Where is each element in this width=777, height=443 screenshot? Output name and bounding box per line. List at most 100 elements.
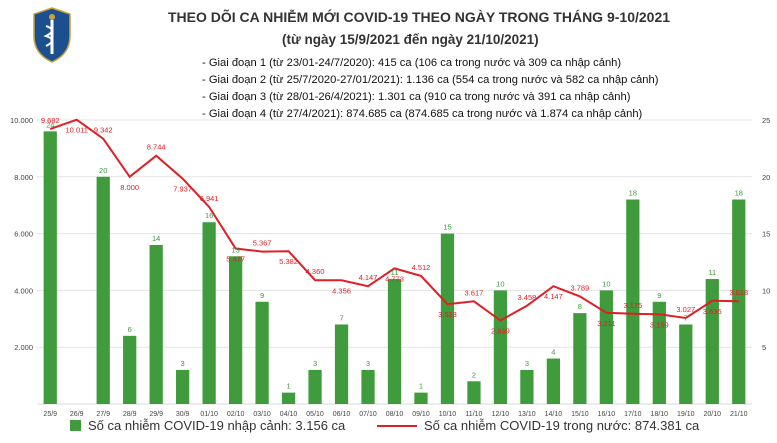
bar: [493, 290, 508, 404]
line-value-label: 5.367: [253, 239, 272, 248]
bar-value-label: 3: [366, 359, 370, 368]
x-tick-label: 13/10: [518, 411, 536, 418]
x-tick-label: 27/9: [96, 411, 110, 418]
bar-value-label: 16: [205, 211, 213, 220]
x-tick-label: 01/10: [200, 411, 218, 418]
x-tick-label: 18/10: [651, 411, 669, 418]
x-tick-label: 28/9: [123, 411, 137, 418]
bar: [705, 279, 719, 404]
line-value-label: 4.356: [332, 286, 351, 295]
line-value-label: 3.618: [729, 288, 748, 297]
x-tick-label: 06/10: [333, 411, 351, 418]
x-tick-label: 19/10: [677, 411, 695, 418]
bar: [43, 131, 57, 405]
line-value-label: 6.941: [200, 194, 219, 203]
y-right-tick-label: 15: [762, 230, 770, 239]
bar-value-label: 2: [472, 370, 476, 379]
ministry-of-health-logo: [33, 7, 71, 63]
line-value-label: 3.159: [650, 320, 669, 329]
bar-value-label: 24: [46, 120, 54, 129]
bar: [467, 381, 481, 404]
legend-line-entry: Số ca nhiễm COVID-19 trong nước: 874.381…: [377, 418, 699, 433]
line-value-label: 4.512: [412, 263, 431, 272]
x-tick-label: 29/9: [149, 411, 163, 418]
bar-value-label: 7: [684, 313, 688, 322]
stage-summary: - Giai đoạn 1 (từ 23/01-24/7/2020): 415 …: [202, 55, 658, 123]
x-tick-label: 17/10: [624, 411, 642, 418]
y-right-tick-label: 25: [762, 116, 770, 125]
x-tick-label: 30/9: [176, 411, 190, 418]
bar-value-label: 1: [419, 382, 423, 391]
legend-bar-swatch: [70, 420, 81, 431]
x-tick-label: 16/10: [598, 411, 616, 418]
x-tick-label: 05/10: [306, 411, 324, 418]
stage-3-text: - Giai đoạn 3 (từ 28/01-26/4/2021): 1.30…: [202, 91, 631, 103]
line-value-label: 8.000: [120, 183, 139, 192]
bar: [573, 313, 587, 404]
line-value-label: 3.513: [438, 310, 457, 319]
bar-value-label: 8: [578, 302, 582, 311]
x-tick-label: 26/9: [70, 411, 84, 418]
y-left-tick-label: 8.000: [14, 173, 33, 182]
bar-value-label: 7: [339, 313, 343, 322]
bar: [520, 369, 534, 404]
bar: [228, 256, 243, 404]
legend-bar-label: Số ca nhiễm COVID-19 nhập cảnh: 3.156 ca: [88, 418, 346, 433]
x-tick-label: 20/10: [704, 411, 722, 418]
chart-subtitle: (từ ngày 15/9/2021 đến ngày 21/10/2021): [282, 32, 539, 47]
x-tick-label: 15/10: [571, 411, 589, 418]
line-value-label: 4.773: [385, 274, 404, 283]
line-value-label: 4.147: [359, 273, 378, 282]
x-tick-label: 07/10: [359, 411, 377, 418]
bar: [414, 392, 428, 404]
y-right-tick-label: 5: [762, 343, 766, 352]
y-left-tick-label: 2.000: [14, 343, 33, 352]
domestic-cases-line: [49, 118, 739, 322]
line-value-label: 3.211: [597, 319, 615, 328]
line-value-label: 10.011: [66, 126, 88, 135]
bar: [202, 222, 216, 404]
bar: [308, 369, 322, 404]
line-value-label: 3.458: [518, 293, 537, 302]
legend-line-label: Số ca nhiễm COVID-19 trong nước: 874.381…: [424, 418, 700, 433]
x-tick-label: 09/10: [412, 411, 430, 418]
bar: [626, 199, 640, 404]
bar-value-label: 9: [260, 291, 264, 300]
stage-2-text: - Giai đoạn 2 (từ 25/7/2020-27/01/2021):…: [202, 74, 659, 86]
y-left-tick-label: 10.000: [10, 116, 33, 125]
bar-value-label: 9: [657, 291, 661, 300]
stage-1-text: - Giai đoạn 1 (từ 23/01-24/7/2020): 415 …: [202, 57, 622, 69]
bar: [440, 233, 455, 404]
line-value-label: 3.789: [570, 283, 589, 292]
line-value-label: 3.027: [676, 305, 695, 314]
bar: [149, 244, 163, 404]
line-value-label: 9.342: [94, 126, 113, 135]
x-tick-label: 04/10: [280, 411, 298, 418]
bar-value-label: 3: [313, 359, 317, 368]
line-value-label: 5.477: [226, 254, 245, 263]
legend-bar-entry: Số ca nhiễm COVID-19 nhập cảnh: 3.156 ca: [70, 418, 345, 433]
y-left-tick-label: 6.000: [14, 230, 33, 239]
y-right-tick-label: 10: [762, 286, 770, 295]
x-tick-label: 10/10: [439, 411, 457, 418]
line-value-label: 2.939: [491, 327, 510, 336]
x-tick-label: 25/9: [43, 411, 57, 418]
y-left-tick-label: 4.000: [14, 286, 33, 295]
stage-4-text: - Giai đoạn 4 (từ 27/4/2021): 874.685 ca…: [202, 108, 643, 120]
bar-value-label: 18: [629, 189, 637, 198]
bar-value-label: 20: [99, 166, 107, 175]
bar-value-label: 1: [286, 382, 290, 391]
x-tick-label: 11/10: [465, 411, 482, 418]
line-value-label: 5.382: [279, 257, 298, 266]
bar-value-label: 4: [551, 348, 555, 357]
chart-title: THEO DÕI CA NHIỄM MỚI COVID-19 THEO NGÀY…: [168, 9, 671, 25]
bar-value-label: 10: [602, 279, 610, 288]
bar-value-label: 18: [735, 189, 743, 198]
bar-value-label: 3: [181, 359, 185, 368]
line-value-label: 3.175: [623, 301, 642, 310]
bar-value-label: 13: [231, 245, 239, 254]
line-value-label: 3.635: [703, 307, 722, 316]
bar-value-label: 6: [128, 325, 132, 334]
bar-value-label: 3: [525, 359, 529, 368]
bar: [679, 324, 693, 404]
